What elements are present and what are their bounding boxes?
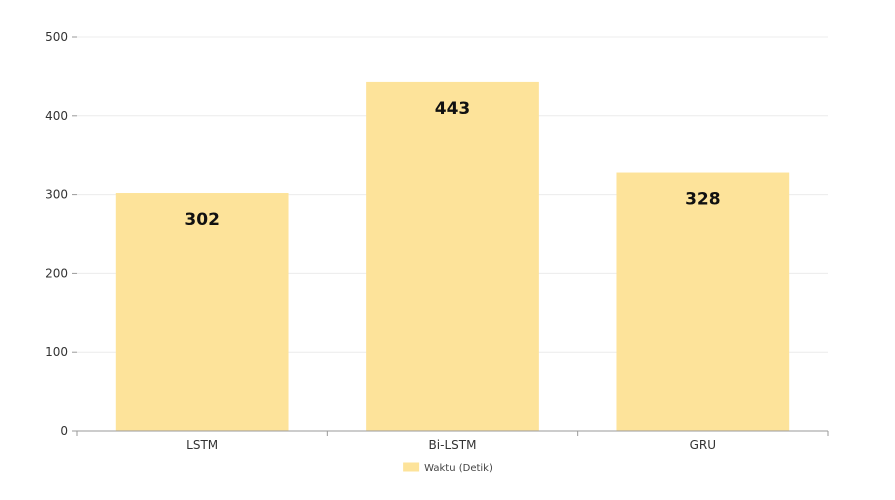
legend-swatch xyxy=(403,462,420,472)
y-tick-label: 0 xyxy=(60,424,68,438)
x-tick-label: LSTM xyxy=(186,438,218,452)
data-labels: 302 443 328 xyxy=(184,99,720,230)
bars xyxy=(115,81,790,431)
bar-gru[interactable] xyxy=(616,172,790,431)
data-label: 328 xyxy=(685,190,721,210)
y-tick-label: 400 xyxy=(45,109,68,123)
axes: 0 100 200 300 400 500 LSTM Bi-LSTM GRU xyxy=(45,30,829,452)
data-label: 443 xyxy=(435,99,471,119)
bar-lstm[interactable] xyxy=(115,193,289,431)
y-tick-label: 300 xyxy=(45,188,68,202)
y-tick-label: 100 xyxy=(45,345,68,359)
legend[interactable]: Waktu (Detik) xyxy=(403,462,493,475)
x-tick-label: GRU xyxy=(690,438,716,452)
x-tick-label: Bi-LSTM xyxy=(429,438,477,452)
y-tick-label: 500 xyxy=(45,30,68,44)
y-tick-label: 200 xyxy=(45,266,68,280)
legend-label: Waktu (Detik) xyxy=(424,463,493,474)
bar-bi-lstm[interactable] xyxy=(366,81,539,431)
data-label: 302 xyxy=(184,210,220,230)
